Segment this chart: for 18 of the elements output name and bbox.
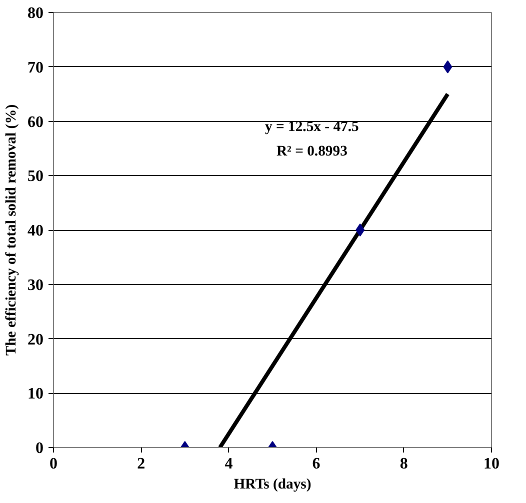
x-tick-label: 8 (400, 456, 408, 472)
y-tick-label: 30 (28, 276, 44, 294)
annotation: R² = 0.8993 (276, 143, 348, 160)
x-tick-label: 2 (137, 456, 146, 472)
y-tick-label: 20 (28, 331, 44, 348)
x-tick-label: 0 (50, 456, 58, 472)
y-tick-label: 60 (28, 114, 44, 131)
y-tick-label: 50 (28, 168, 44, 186)
x-tick-label: 4 (224, 456, 233, 472)
y-tick-label: 40 (28, 222, 44, 240)
x-tick-label: 10 (484, 456, 500, 472)
x-axis-title: HRTs (days) (234, 476, 312, 492)
y-tick-label: 80 (28, 5, 44, 22)
x-tick-label: 6 (312, 456, 320, 472)
y-tick-label: 10 (28, 386, 44, 403)
y-axis-title: The efficiency of total solid removal (%) (4, 104, 20, 356)
y-tick-label: 0 (36, 440, 44, 457)
y-tick-label: 70 (28, 59, 44, 76)
